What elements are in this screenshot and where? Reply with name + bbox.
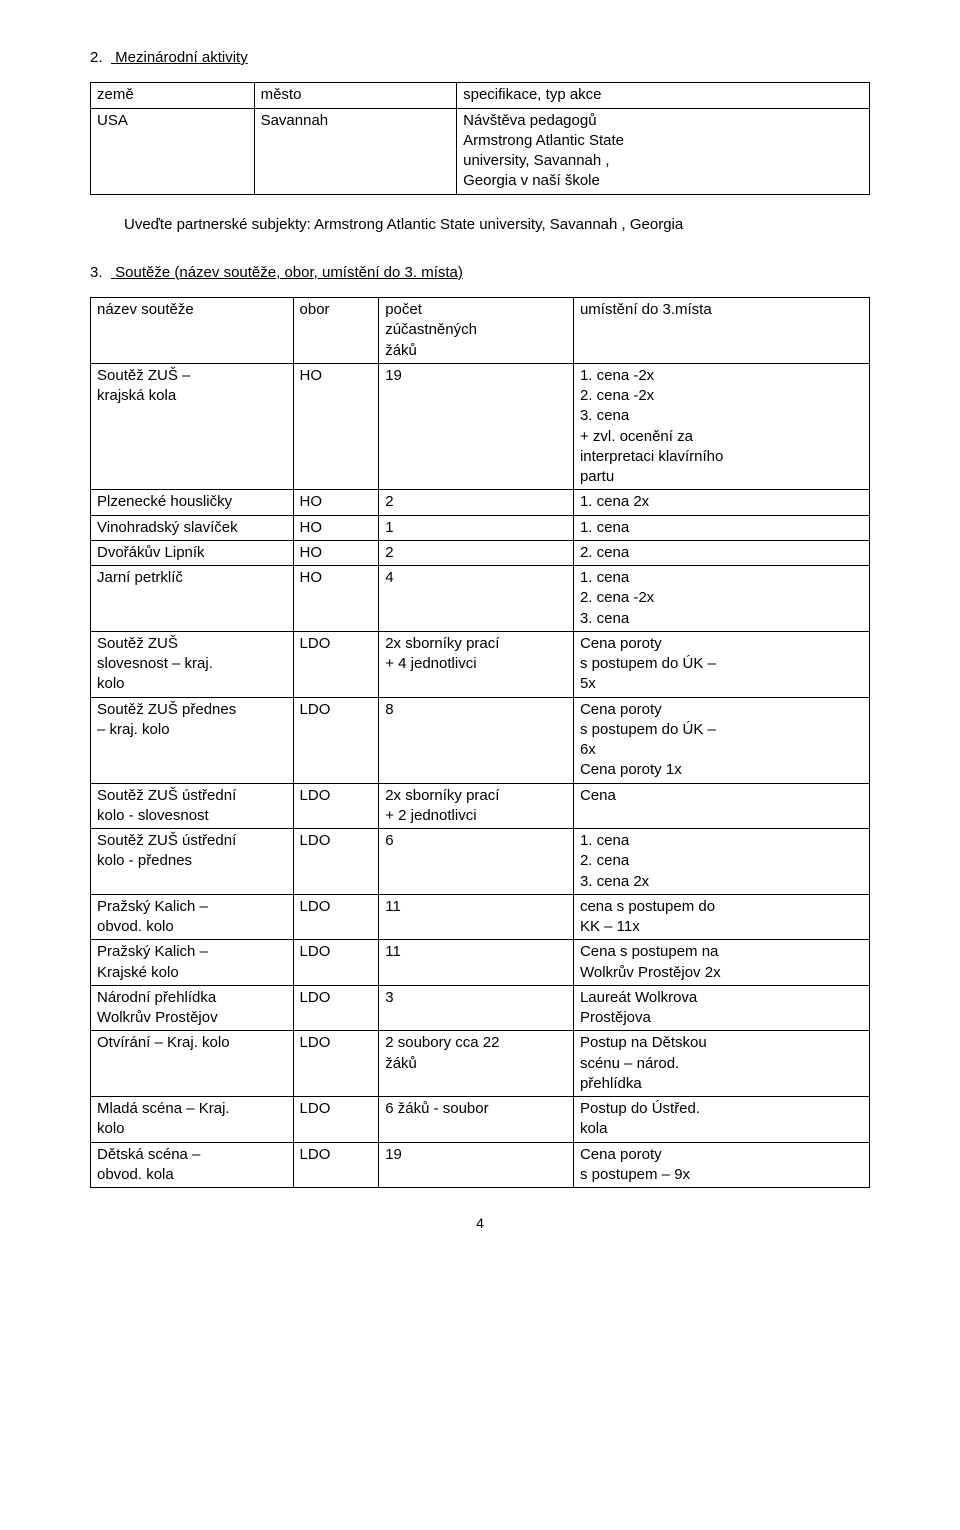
table-row: Národní přehlídka Wolkrův ProstějovLDO3L… [91, 985, 870, 1031]
cell: 8 [379, 697, 574, 783]
table-row: Plzenecké housličkyHO2 1. cena 2x [91, 490, 870, 515]
cell: 1. cena 2x [573, 490, 869, 515]
cell: Otvírání – Kraj. kolo [91, 1031, 294, 1097]
competitions-table: název soutěže obor počet zúčastněných žá… [90, 297, 870, 1188]
col-place: umístění do 3.místa [573, 298, 869, 364]
cell: HO [293, 515, 379, 540]
cell: HO [293, 566, 379, 632]
cell: Postup do Ústřed. kola [573, 1097, 869, 1143]
cell: 4 [379, 566, 574, 632]
section-2-heading: 2. Mezinárodní aktivity [90, 48, 870, 68]
cell-spec: Návštěva pedagogů Armstrong Atlantic Sta… [457, 108, 870, 194]
col-obor: obor [293, 298, 379, 364]
cell: 1. cena 2. cena 3. cena 2x [573, 829, 869, 895]
cell: 2. cena [573, 540, 869, 565]
cell: Mladá scéna – Kraj. kolo [91, 1097, 294, 1143]
cell: Jarní petrklíč [91, 566, 294, 632]
cell: Soutěž ZUŠ ústřední kolo - přednes [91, 829, 294, 895]
activities-table: země město specifikace, typ akce USA Sav… [90, 82, 870, 194]
cell: 11 [379, 894, 574, 940]
cell: Postup na Dětskou scénu – národ. přehlíd… [573, 1031, 869, 1097]
table-row: Otvírání – Kraj. koloLDO2 soubory cca 22… [91, 1031, 870, 1097]
cell: HO [293, 490, 379, 515]
cell: LDO [293, 697, 379, 783]
cell: 1 [379, 515, 574, 540]
cell: Cena poroty s postupem do ÚK – 6x Cena p… [573, 697, 869, 783]
col-name: název soutěže [91, 298, 294, 364]
table-row: Dvořákův LipníkHO2 2. cena [91, 540, 870, 565]
cell: Dvořákův Lipník [91, 540, 294, 565]
cell-country: USA [91, 108, 255, 194]
cell: 6 žáků - soubor [379, 1097, 574, 1143]
cell: Plzenecké housličky [91, 490, 294, 515]
section-2-title: Mezinárodní aktivity [115, 49, 248, 66]
cell: 2 [379, 540, 574, 565]
col-count: počet zúčastněných žáků [379, 298, 574, 364]
cell: LDO [293, 940, 379, 986]
cell: 19 [379, 363, 574, 490]
col-city: město [254, 83, 457, 108]
cell: 11 [379, 940, 574, 986]
table-row: USA Savannah Návštěva pedagogů Armstrong… [91, 108, 870, 194]
section-3-number: 3. [90, 263, 111, 283]
cell: Soutěž ZUŠ – krajská kola [91, 363, 294, 490]
cell: Cena s postupem na Wolkrův Prostějov 2x [573, 940, 869, 986]
cell: LDO [293, 783, 379, 829]
cell: 2x sborníky prací + 2 jednotlivci [379, 783, 574, 829]
cell: cena s postupem do KK – 11x [573, 894, 869, 940]
table-header-row: země město specifikace, typ akce [91, 83, 870, 108]
cell: LDO [293, 1031, 379, 1097]
col-country: země [91, 83, 255, 108]
table-row: Vinohradský slavíčekHO1 1. cena [91, 515, 870, 540]
document-page: 2. Mezinárodní aktivity země město speci… [0, 0, 960, 1273]
cell: Pražský Kalich – obvod. kolo [91, 894, 294, 940]
table-row: Pražský Kalich – obvod. koloLDO11cena s … [91, 894, 870, 940]
cell: Soutěž ZUŠ přednes – kraj. kolo [91, 697, 294, 783]
table-header-row: název soutěže obor počet zúčastněných žá… [91, 298, 870, 364]
cell: 2 [379, 490, 574, 515]
cell: 19 [379, 1142, 574, 1188]
cell: LDO [293, 829, 379, 895]
cell: LDO [293, 894, 379, 940]
cell: Dětská scéna – obvod. kola [91, 1142, 294, 1188]
cell: Vinohradský slavíček [91, 515, 294, 540]
cell: Cena [573, 783, 869, 829]
cell: 3 [379, 985, 574, 1031]
section-2-number: 2. [90, 48, 111, 68]
cell: 2x sborníky prací + 4 jednotlivci [379, 631, 574, 697]
table-row: Dětská scéna – obvod. kolaLDO19Cena poro… [91, 1142, 870, 1188]
cell: 6 [379, 829, 574, 895]
section-3-heading: 3. Soutěže (název soutěže, obor, umístěn… [90, 263, 870, 283]
cell: LDO [293, 985, 379, 1031]
page-number: 4 [90, 1214, 870, 1233]
cell: LDO [293, 1097, 379, 1143]
cell: 1. cena [573, 515, 869, 540]
cell: 1. cena -2x 2. cena -2x 3. cena + zvl. o… [573, 363, 869, 490]
cell: Cena poroty s postupem do ÚK – 5x [573, 631, 869, 697]
cell: Pražský Kalich – Krajské kolo [91, 940, 294, 986]
table-row: Jarní petrklíčHO4 1. cena 2. cena -2x 3.… [91, 566, 870, 632]
cell: Národní přehlídka Wolkrův Prostějov [91, 985, 294, 1031]
cell: HO [293, 363, 379, 490]
cell: Soutěž ZUŠ slovesnost – kraj. kolo [91, 631, 294, 697]
table-row: Soutěž ZUŠ – krajská kolaHO19 1. cena -2… [91, 363, 870, 490]
cell: Cena poroty s postupem – 9x [573, 1142, 869, 1188]
cell: HO [293, 540, 379, 565]
cell: 1. cena 2. cena -2x 3. cena [573, 566, 869, 632]
table-row: Soutěž ZUŠ přednes – kraj. koloLDO8Cena … [91, 697, 870, 783]
cell: LDO [293, 631, 379, 697]
table-row: Soutěž ZUŠ ústřední kolo - přednesLDO6 1… [91, 829, 870, 895]
table-row: Pražský Kalich – Krajské koloLDO11Cena s… [91, 940, 870, 986]
col-spec: specifikace, typ akce [457, 83, 870, 108]
table-row: Mladá scéna – Kraj. koloLDO6 žáků - soub… [91, 1097, 870, 1143]
partner-subjects: Uveďte partnerské subjekty: Armstrong At… [124, 215, 870, 235]
table-row: Soutěž ZUŠ ústřední kolo - slovesnostLDO… [91, 783, 870, 829]
cell: Laureát Wolkrova Prostějova [573, 985, 869, 1031]
cell: LDO [293, 1142, 379, 1188]
section-3-title: Soutěže (název soutěže, obor, umístění d… [115, 264, 463, 281]
table-row: Soutěž ZUŠ slovesnost – kraj. koloLDO2x … [91, 631, 870, 697]
cell: 2 soubory cca 22 žáků [379, 1031, 574, 1097]
cell-city: Savannah [254, 108, 457, 194]
cell: Soutěž ZUŠ ústřední kolo - slovesnost [91, 783, 294, 829]
